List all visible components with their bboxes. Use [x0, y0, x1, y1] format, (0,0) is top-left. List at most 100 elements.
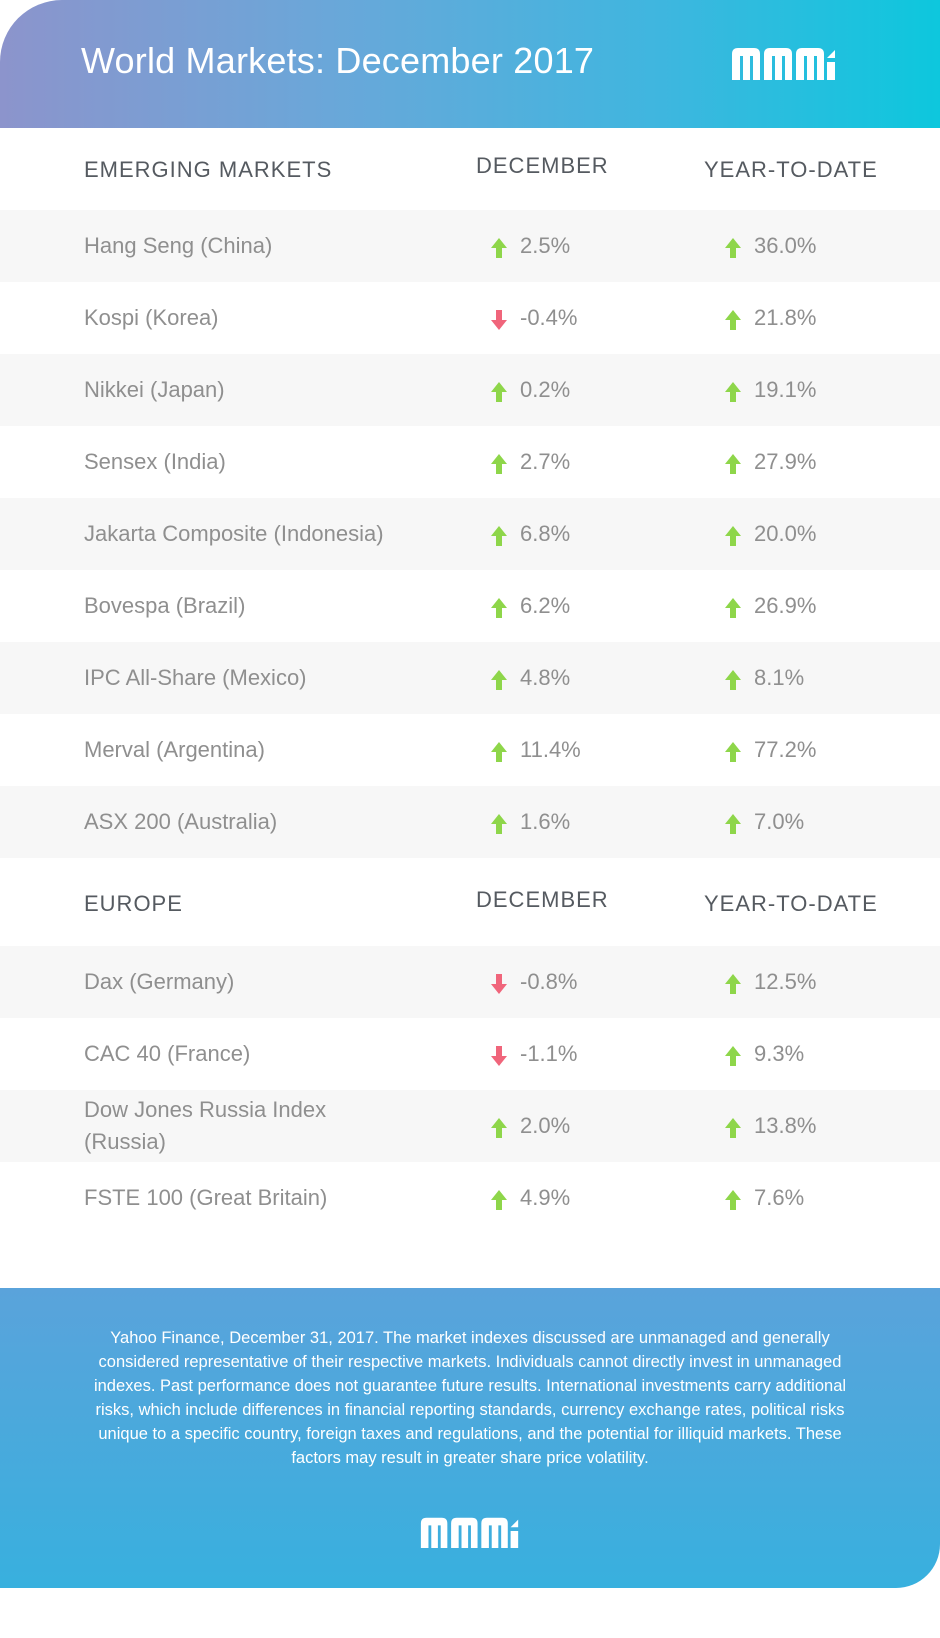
arrow-up-icon	[491, 598, 507, 618]
arrow-up-icon	[725, 310, 741, 330]
ytd-change: 7.0%	[724, 807, 874, 837]
index-name: Dax (Germany)	[84, 969, 235, 994]
index-name: Nikkei (Japan)	[84, 377, 225, 402]
arrow-up-icon	[491, 382, 507, 402]
index-name: IPC All-Share (Mexico)	[84, 665, 307, 690]
arrow-up-icon	[725, 454, 741, 474]
table-row: Dax (Germany) -0.8% 12.5%	[0, 946, 940, 1018]
december-change-value: -0.8%	[520, 969, 578, 994]
index-name: Bovespa (Brazil)	[84, 593, 246, 618]
column-header-december: DECEMBER	[476, 887, 609, 912]
table-row: CAC 40 (France) -1.1% 9.3%	[0, 1018, 940, 1090]
arrow-up-icon	[491, 670, 507, 690]
december-change: -0.4%	[490, 303, 640, 333]
arrow-up-icon	[491, 454, 507, 474]
ytd-change: 77.2%	[724, 735, 874, 765]
december-change-value: 1.6%	[520, 809, 571, 834]
arrow-up-icon	[491, 814, 507, 834]
ytd-change: 13.8%	[724, 1111, 874, 1141]
ytd-change: 8.1%	[724, 663, 874, 693]
table-row: Hang Seng (China) 2.5% 36.0%	[0, 210, 940, 282]
page-title: World Markets: December 2017	[81, 40, 595, 81]
arrow-up-icon	[491, 238, 507, 258]
ytd-change: 7.6%	[724, 1183, 874, 1213]
arrow-down-icon	[491, 1046, 507, 1066]
section-title: EMERGING MARKETS	[84, 157, 333, 182]
arrow-up-icon	[491, 1190, 507, 1210]
ytd-change: 19.1%	[724, 375, 874, 405]
december-change-value: 4.9%	[520, 1185, 571, 1210]
table-row: Bovespa (Brazil) 6.2% 26.9%	[0, 570, 940, 642]
december-change-value: 4.8%	[520, 665, 571, 690]
arrow-up-icon	[725, 382, 741, 402]
december-change: 1.6%	[490, 807, 640, 837]
ytd-change-value: 77.2%	[754, 737, 817, 762]
section-title: EUROPE	[84, 891, 183, 916]
arrow-up-icon	[725, 526, 741, 546]
ytd-change: 9.3%	[724, 1039, 874, 1069]
december-change: 2.0%	[490, 1111, 640, 1141]
december-change: -0.8%	[490, 967, 640, 997]
ytd-change: 20.0%	[724, 519, 874, 549]
index-name: Hang Seng (China)	[84, 233, 273, 258]
december-change: 11.4%	[490, 735, 640, 765]
ytd-change-value: 13.8%	[754, 1113, 817, 1138]
december-change: 2.5%	[490, 231, 640, 261]
arrow-up-icon	[725, 238, 741, 258]
table-row: Nikkei (Japan) 0.2% 19.1%	[0, 354, 940, 426]
disclaimer-text: Yahoo Finance, December 31, 2017. The ma…	[93, 1329, 847, 1467]
table-row: Kospi (Korea) -0.4% 21.8%	[0, 282, 940, 354]
arrow-up-icon	[725, 598, 741, 618]
table-row: Dow Jones Russia Index (Russia) 2.0% 13.8%	[0, 1090, 940, 1162]
december-change-value: 6.2%	[520, 593, 571, 618]
arrow-up-icon	[725, 1118, 741, 1138]
december-change: 4.8%	[490, 663, 640, 693]
december-change-value: 2.7%	[520, 449, 571, 474]
table-row: Merval (Argentina) 11.4% 77.2%	[0, 714, 940, 786]
december-change-value: 11.4%	[520, 737, 581, 762]
table-row: ASX 200 (Australia) 1.6% 7.0%	[0, 786, 940, 858]
index-name: Merval (Argentina)	[84, 737, 265, 762]
arrow-up-icon	[491, 526, 507, 546]
ytd-change-value: 7.0%	[754, 809, 805, 834]
index-name: Kospi (Korea)	[84, 305, 219, 330]
december-change-value: 2.5%	[520, 233, 571, 258]
index-name: FSTE 100 (Great Britain)	[84, 1185, 328, 1210]
ytd-change: 21.8%	[724, 303, 874, 333]
section-header: EUROPE DECEMBER YEAR-TO-DATE	[0, 862, 940, 942]
december-change-value: 0.2%	[520, 377, 571, 402]
table-row: Jakarta Composite (Indonesia) 6.8% 20.0%	[0, 498, 940, 570]
arrow-down-icon	[491, 974, 507, 994]
arrow-up-icon	[725, 974, 741, 994]
index-name: Jakarta Composite (Indonesia)	[84, 521, 384, 546]
ytd-change-value: 8.1%	[754, 665, 805, 690]
section-header: EMERGING MARKETS DECEMBER YEAR-TO-DATE	[0, 128, 940, 208]
ytd-change-value: 7.6%	[754, 1185, 805, 1210]
ytd-change-value: 9.3%	[754, 1041, 805, 1066]
index-name: Sensex (India)	[84, 449, 226, 474]
footer: Yahoo Finance, December 31, 2017. The ma…	[0, 1288, 940, 1588]
arrow-down-icon	[491, 310, 507, 330]
ytd-change-value: 19.1%	[754, 377, 817, 402]
december-change-value: 6.8%	[520, 521, 571, 546]
column-header-december: DECEMBER	[476, 153, 609, 178]
table-row: Sensex (India) 2.7% 27.9%	[0, 426, 940, 498]
table-row: FSTE 100 (Great Britain) 4.9% 7.6%	[0, 1162, 940, 1234]
ytd-change-value: 26.9%	[754, 593, 817, 618]
index-name: ASX 200 (Australia)	[84, 809, 278, 834]
page-header: World Markets: December 2017	[0, 0, 940, 128]
december-change-value: -0.4%	[520, 305, 578, 330]
arrow-up-icon	[491, 742, 507, 762]
december-change: 6.8%	[490, 519, 640, 549]
arrow-up-icon	[725, 1046, 741, 1066]
ytd-change-value: 36.0%	[754, 233, 817, 258]
ytd-change-value: 20.0%	[754, 521, 817, 546]
december-change-value: -1.1%	[520, 1041, 578, 1066]
december-change: 2.7%	[490, 447, 640, 477]
brand-logo-icon	[732, 48, 835, 80]
arrow-up-icon	[725, 1190, 741, 1210]
ytd-change: 12.5%	[724, 967, 874, 997]
column-header-ytd: YEAR-TO-DATE	[704, 891, 878, 916]
table-row: IPC All-Share (Mexico) 4.8% 8.1%	[0, 642, 940, 714]
ytd-change: 36.0%	[724, 231, 874, 261]
